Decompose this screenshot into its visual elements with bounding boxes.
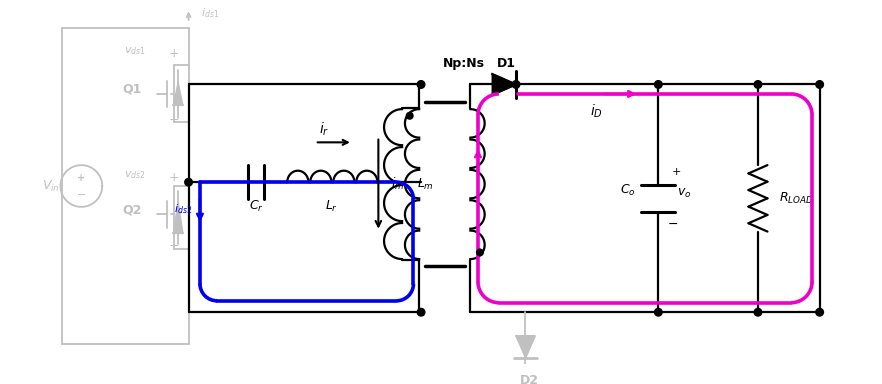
Text: −: − (169, 114, 180, 127)
Circle shape (654, 308, 662, 316)
Text: +: + (169, 171, 180, 184)
Circle shape (476, 249, 483, 256)
Polygon shape (492, 74, 516, 95)
Text: $v_{ds1}$: $v_{ds1}$ (123, 45, 146, 57)
Text: +: + (78, 174, 86, 184)
Circle shape (654, 81, 662, 88)
Text: Np:Ns: Np:Ns (443, 57, 485, 70)
Circle shape (816, 81, 824, 88)
Text: $V_{in}$: $V_{in}$ (42, 179, 60, 194)
Circle shape (754, 81, 762, 88)
Text: $v_{ds2}$: $v_{ds2}$ (123, 169, 146, 180)
Polygon shape (174, 201, 183, 233)
Polygon shape (174, 83, 183, 105)
Circle shape (816, 308, 824, 316)
Text: $R_{LOAD}$: $R_{LOAD}$ (779, 191, 813, 206)
Circle shape (417, 308, 425, 316)
Text: $v_o$: $v_o$ (677, 187, 691, 200)
Text: D2: D2 (519, 374, 539, 384)
Circle shape (754, 308, 762, 316)
Polygon shape (516, 336, 535, 358)
Text: −: − (169, 240, 180, 253)
Circle shape (417, 81, 425, 88)
Text: $i_{ds2}$: $i_{ds2}$ (174, 202, 192, 216)
Text: Q1: Q1 (122, 83, 141, 96)
Text: $L_r$: $L_r$ (325, 199, 339, 214)
Text: +: + (169, 46, 180, 60)
Text: Q2: Q2 (122, 203, 141, 216)
Text: −: − (668, 218, 678, 232)
Text: $C_r$: $C_r$ (249, 199, 264, 214)
Text: $i_r$: $i_r$ (319, 120, 330, 138)
Text: $i_D$: $i_D$ (590, 102, 603, 120)
Text: $L_m$: $L_m$ (417, 177, 434, 192)
Circle shape (407, 113, 413, 119)
Circle shape (512, 81, 519, 88)
Text: $i_{ds1}$: $i_{ds1}$ (201, 7, 220, 20)
Text: D1: D1 (497, 57, 516, 70)
Text: +: + (671, 167, 681, 177)
Text: $C_o$: $C_o$ (620, 183, 636, 198)
Circle shape (184, 179, 192, 186)
Text: $i_m$: $i_m$ (391, 176, 404, 192)
Text: −: − (77, 190, 86, 200)
